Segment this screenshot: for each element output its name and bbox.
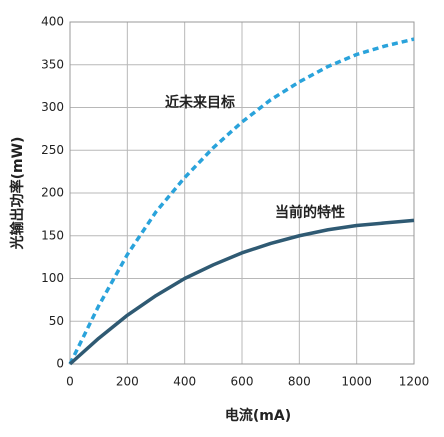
x-tick-label: 400 (173, 375, 196, 389)
y-tick-label: 350 (41, 57, 64, 71)
y-tick-label: 150 (41, 228, 64, 242)
series-label: 近未来目标 (165, 94, 235, 111)
y-axis-label: 光输出功率(mW) (9, 137, 26, 251)
line-series (68, 218, 415, 366)
line-series (68, 37, 415, 365)
x-tick-label: 1000 (341, 375, 372, 389)
y-tick-label: 100 (41, 271, 64, 285)
y-tick-label: 300 (41, 100, 64, 114)
y-tick-label: 200 (41, 186, 64, 200)
y-tick-label: 250 (41, 143, 64, 157)
x-axis-label: 电流(mA) (225, 407, 291, 424)
x-tick-label: 200 (116, 375, 139, 389)
x-tick-label: 0 (66, 375, 74, 389)
y-tick-label: 50 (49, 314, 64, 328)
x-tick-label: 800 (288, 375, 311, 389)
y-tick-label: 400 (41, 15, 64, 29)
y-tick-label: 0 (56, 357, 64, 371)
x-tick-label: 600 (231, 375, 254, 389)
x-tick-label: 1200 (399, 375, 430, 389)
plot-frame (69, 21, 415, 365)
series-label: 当前的特性 (275, 204, 345, 221)
